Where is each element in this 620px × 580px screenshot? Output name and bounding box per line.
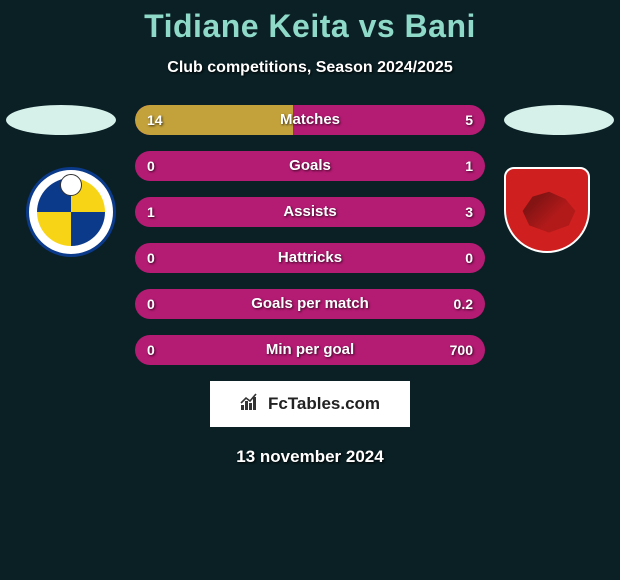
subtitle: Club competitions, Season 2024/2025 bbox=[0, 59, 620, 77]
stat-bar: 0Min per goal700 bbox=[135, 335, 485, 365]
team-right-crest bbox=[504, 167, 594, 257]
stat-value-right: 5 bbox=[465, 105, 473, 135]
stat-label: Goals per match bbox=[135, 289, 485, 319]
team-left-crest bbox=[26, 167, 116, 257]
stat-value-right: 0.2 bbox=[454, 289, 473, 319]
stat-value-right: 700 bbox=[450, 335, 473, 365]
stat-bar: 0Goals1 bbox=[135, 151, 485, 181]
page-title: Tidiane Keita vs Bani bbox=[0, 0, 620, 45]
left-ellipse bbox=[6, 105, 116, 135]
stat-bar: 1Assists3 bbox=[135, 197, 485, 227]
stat-value-right: 1 bbox=[465, 151, 473, 181]
date-text: 13 november 2024 bbox=[0, 447, 620, 467]
brand-box: FcTables.com bbox=[210, 381, 410, 427]
stat-value-right: 0 bbox=[465, 243, 473, 273]
comparison-panel: 14Matches50Goals11Assists30Hattricks00Go… bbox=[0, 105, 620, 467]
stat-bar: 0Goals per match0.2 bbox=[135, 289, 485, 319]
stat-label: Min per goal bbox=[135, 335, 485, 365]
stat-label: Hattricks bbox=[135, 243, 485, 273]
stat-label: Matches bbox=[135, 105, 485, 135]
stat-label: Assists bbox=[135, 197, 485, 227]
brand-icon bbox=[240, 393, 262, 416]
stat-bar: 14Matches5 bbox=[135, 105, 485, 135]
right-ellipse bbox=[504, 105, 614, 135]
stat-bars: 14Matches50Goals11Assists30Hattricks00Go… bbox=[135, 105, 485, 365]
stat-value-right: 3 bbox=[465, 197, 473, 227]
stat-bar: 0Hattricks0 bbox=[135, 243, 485, 273]
stat-label: Goals bbox=[135, 151, 485, 181]
brand-text: FcTables.com bbox=[268, 394, 380, 414]
